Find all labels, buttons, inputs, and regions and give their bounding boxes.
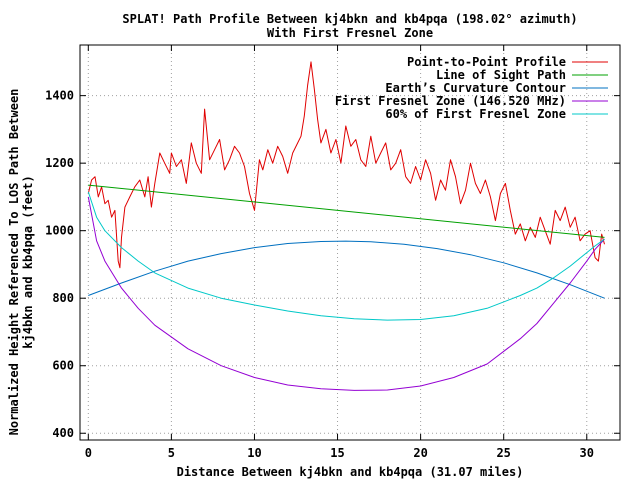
series-line-0 xyxy=(87,61,605,269)
y-tick-label: 600 xyxy=(52,359,74,373)
axis-ticks: 0 5 10 15 20 25 30 400 600 800 1000 1200 1400 xyxy=(45,45,620,460)
y-tick-label: 800 xyxy=(52,291,74,305)
series-line-2 xyxy=(88,240,605,299)
x-tick-label: 0 xyxy=(85,446,92,460)
x-tick-label: 30 xyxy=(580,446,594,460)
legend-label: Point-to-Point Profile xyxy=(407,55,566,69)
legend-label: 60% of First Fresnel Zone xyxy=(385,107,566,121)
y-tick-label: 1400 xyxy=(45,89,74,103)
legend-label: Earth’s Curvature Contour xyxy=(385,81,566,95)
y-axis-label-line1: Normalized Height Referenced To LOS Path… xyxy=(7,89,21,436)
legend-label: First Fresnel Zone (146.520 MHz) xyxy=(335,94,566,108)
series-lines xyxy=(87,61,605,391)
y-tick-label: 400 xyxy=(52,426,74,440)
y-tick-label: 1200 xyxy=(45,156,74,170)
plot-frame xyxy=(79,44,621,441)
series-line-3 xyxy=(87,196,605,391)
x-tick-label: 15 xyxy=(330,446,344,460)
x-tick-label: 25 xyxy=(496,446,510,460)
series-line-1 xyxy=(88,184,605,238)
chart-subtitle: With First Fresnel Zone xyxy=(267,26,433,40)
x-tick-label: 10 xyxy=(247,446,261,460)
x-tick-label: 20 xyxy=(413,446,427,460)
series-line-4 xyxy=(87,191,605,321)
y-axis-label-line2: kj4bkn and kb4pqa (feet) xyxy=(21,175,35,348)
legend-label: Line of Sight Path xyxy=(436,68,566,82)
chart-title: SPLAT! Path Profile Between kj4bkn and k… xyxy=(122,12,577,26)
x-axis-label: Distance Between kj4bkn and kb4pqa (31.0… xyxy=(177,465,524,479)
x-tick-label: 5 xyxy=(168,446,175,460)
y-tick-label: 1000 xyxy=(45,224,74,238)
